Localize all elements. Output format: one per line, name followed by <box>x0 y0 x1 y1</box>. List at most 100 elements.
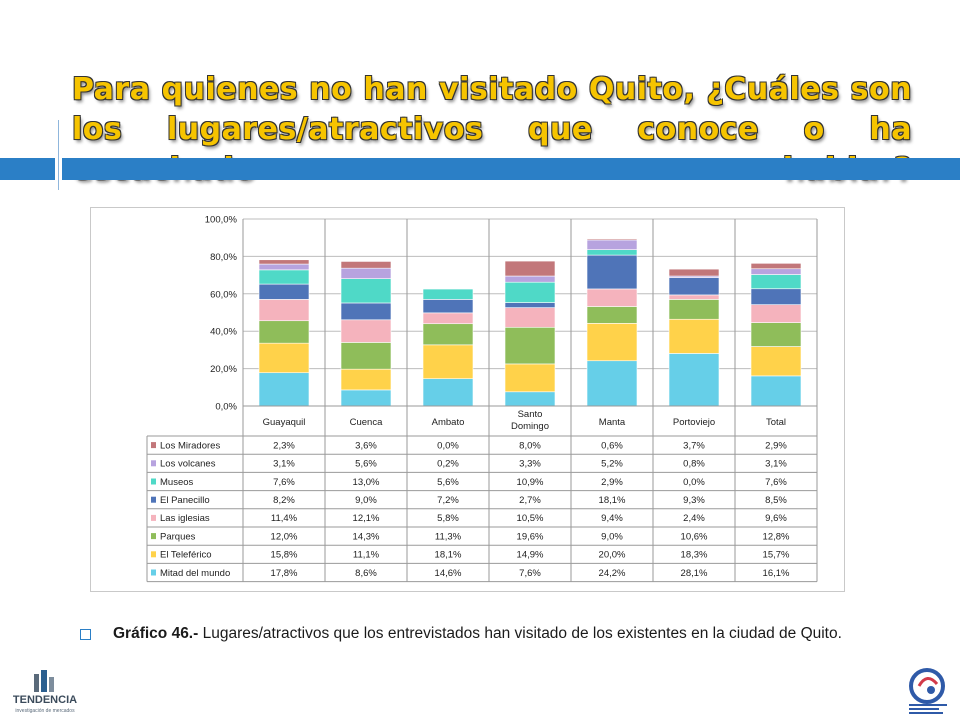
bar-segment <box>750 274 802 290</box>
data-label: 3,6% <box>355 440 377 451</box>
x-tick-label: Manta <box>599 417 626 428</box>
bar-segment <box>258 342 310 374</box>
x-tick-label: Ambato <box>432 417 465 428</box>
bar-segment <box>504 363 556 393</box>
data-label: 8,5% <box>765 495 787 506</box>
data-label: 16,1% <box>763 568 790 579</box>
bar-segment <box>586 323 638 362</box>
data-label: 2,4% <box>683 513 705 524</box>
y-tick-label: 0,0% <box>215 402 237 413</box>
caption-bullet-icon <box>80 629 91 640</box>
bar-segment <box>586 360 638 407</box>
data-label: 12,0% <box>271 531 298 542</box>
data-label: 7,6% <box>273 477 295 488</box>
data-label: 8,2% <box>273 495 295 506</box>
data-label: 14,3% <box>353 531 380 542</box>
bar-segment <box>504 391 556 407</box>
bar-segment <box>504 275 556 283</box>
bar-segment <box>422 312 474 325</box>
bar-segment <box>668 299 720 320</box>
bar-segment <box>258 372 310 407</box>
bar-segment <box>340 267 392 279</box>
quito-turismo-logo <box>909 668 947 714</box>
data-label: 9,0% <box>355 495 377 506</box>
data-label: 7,6% <box>765 477 787 488</box>
bar-segment <box>668 294 720 300</box>
bar-segment <box>422 323 474 346</box>
bar-segment <box>340 302 392 321</box>
data-label: 2,9% <box>765 440 787 451</box>
bar-segment <box>750 263 802 270</box>
legend-label: Los Miradores <box>160 440 220 451</box>
data-label: 7,2% <box>437 495 459 506</box>
y-tick-label: 80,0% <box>210 252 237 263</box>
data-label: 9,4% <box>601 513 623 524</box>
data-label: 2,9% <box>601 477 623 488</box>
legend-label: Los volcanes <box>160 459 216 470</box>
bar-segment <box>586 239 638 250</box>
legend-label: El Teleférico <box>160 550 212 561</box>
data-label: 7,6% <box>519 568 541 579</box>
accent-band-right <box>62 158 960 180</box>
bar-segment <box>258 320 310 344</box>
data-label: 19,6% <box>517 531 544 542</box>
caption-text-wrapper: Gráfico 46.- Lugares/atractivos que los … <box>113 622 914 646</box>
y-tick-label: 40,0% <box>210 327 237 338</box>
data-label: 2,7% <box>519 495 541 506</box>
x-tick-label: Cuenca <box>350 417 383 428</box>
x-tick-label: Santo Domingo <box>511 409 549 432</box>
data-label: 10,5% <box>517 513 544 524</box>
bar-segment <box>340 278 392 304</box>
data-label: 0,8% <box>683 459 705 470</box>
bar-segment <box>586 249 638 256</box>
data-label: 28,1% <box>681 568 708 579</box>
data-label: 11,1% <box>353 550 380 561</box>
legend-key <box>151 496 156 503</box>
data-label: 5,8% <box>437 513 459 524</box>
bar-segment <box>586 254 638 290</box>
y-tick-label: 20,0% <box>210 364 237 375</box>
data-label: 0,0% <box>437 440 459 451</box>
bar-segment <box>750 375 802 407</box>
data-label: 8,0% <box>519 440 541 451</box>
data-label: 20,0% <box>599 550 626 561</box>
title-divider <box>58 120 59 190</box>
legend-label: Las iglesias <box>160 513 210 524</box>
bar-segment <box>750 288 802 305</box>
accent-band-left <box>0 158 55 180</box>
data-label: 5,6% <box>355 459 377 470</box>
caption-text: Lugares/atractivos que los entrevistados… <box>198 625 842 642</box>
bar-segment <box>422 378 474 407</box>
data-label: 3,1% <box>273 459 295 470</box>
bar-segment <box>340 319 392 343</box>
data-label: 15,8% <box>271 550 298 561</box>
data-label: 18,1% <box>435 550 462 561</box>
legend-key <box>151 533 156 540</box>
legend-label: Mitad del mundo <box>160 568 230 579</box>
bar-segment <box>750 346 802 377</box>
data-label: 18,3% <box>681 550 708 561</box>
bar-segment <box>258 269 310 285</box>
stacked-bar-chart: 0,0% 20,0% 40,0% 60,0% 80,0% 100,0% Guayaquil C… <box>146 215 818 583</box>
bar-segment <box>258 263 310 271</box>
bar-segment <box>258 283 310 300</box>
bar-segment <box>586 238 638 241</box>
data-label: 5,2% <box>601 459 623 470</box>
data-label: 10,9% <box>517 477 544 488</box>
bar-segment <box>668 353 720 407</box>
legend-key <box>151 514 156 521</box>
data-label: 9,0% <box>601 531 623 542</box>
bar-segment <box>340 368 392 391</box>
data-label: 8,6% <box>355 568 377 579</box>
bar-segment <box>340 261 392 269</box>
bar-segment <box>504 326 556 365</box>
bar-segment <box>258 259 310 265</box>
bar-segment <box>750 268 802 275</box>
legend-key <box>151 442 156 449</box>
y-tick-label: 100,0% <box>205 215 238 226</box>
legend-key <box>151 569 156 576</box>
data-label: 3,7% <box>683 440 705 451</box>
bar-segment <box>586 306 638 324</box>
data-label: 11,3% <box>435 531 462 542</box>
data-label: 2,3% <box>273 440 295 451</box>
